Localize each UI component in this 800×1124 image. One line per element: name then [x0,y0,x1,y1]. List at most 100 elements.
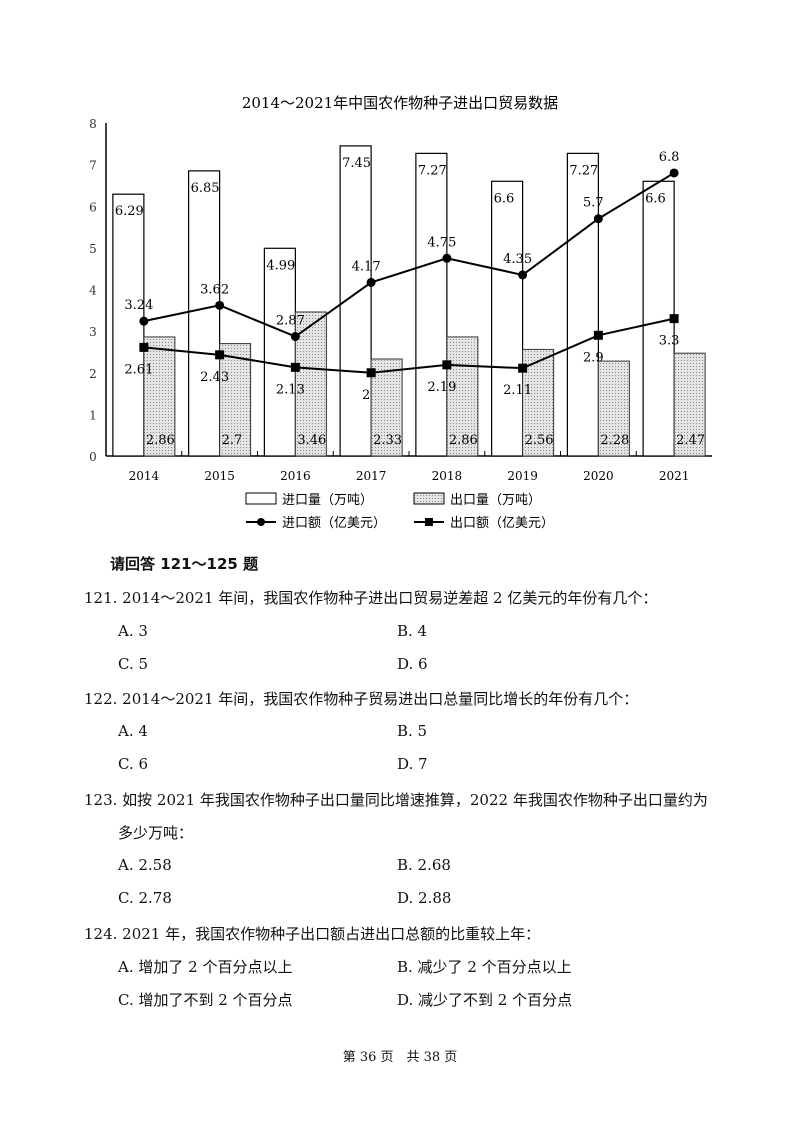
label-import-volume: 7.27 [569,163,598,178]
label-export-value: 2.61 [124,362,153,377]
legend-swatch-import-volume [245,492,277,505]
bar-import-volume [566,152,599,457]
option-122-c[interactable]: C. 6 [118,755,149,773]
point-export-value [518,363,528,373]
bar-export-volume [522,348,555,457]
label-import-value: 3.62 [200,282,229,297]
line-export-value [143,317,675,374]
x-tick-label: 2018 [432,469,463,483]
label-import-volume: 6.6 [645,191,666,206]
option-122-a[interactable]: A. 4 [118,722,148,740]
label-import-volume: 4.99 [266,258,295,273]
bar-import-volume [112,193,145,457]
x-tick-label: 2021 [659,469,690,483]
label-export-volume: 2.86 [146,433,175,448]
point-export-value [442,360,452,370]
label-export-value: 2.19 [427,380,456,395]
label-import-volume: 6.29 [115,204,144,219]
label-export-volume: 2.28 [600,433,629,448]
option-122-d[interactable]: D. 7 [397,755,428,773]
question-124: 124. 2021 年，我国农作物种子出口额占进出口总额的比重较上年： [84,925,541,943]
bar-export-volume [219,343,252,457]
option-124-c[interactable]: C. 增加了不到 2 个百分点 [118,991,293,1009]
option-124-a[interactable]: A. 增加了 2 个百分点以上 [118,958,293,976]
label-export-volume: 2.7 [222,433,243,448]
question-123: 123. 如按 2021 年我国农作物种子出口量同比增速推算，2022 年我国农… [84,791,708,809]
label-import-value: 4.17 [352,259,381,274]
point-import-value [290,332,300,342]
y-tick-label: 3 [89,325,97,339]
option-123-b[interactable]: B. 2.68 [397,856,451,874]
point-import-value [366,277,376,287]
x-tick-label: 2014 [129,469,160,483]
legend-export-value: 出口额（亿美元） [450,516,554,531]
y-tick-label: 4 [89,284,97,298]
label-import-volume: 6.6 [494,191,515,206]
option-121-b[interactable]: B. 4 [397,622,428,640]
question-122: 122. 2014～2021 年间，我国农作物种子贸易进出口总量同比增长的年份有… [84,690,639,708]
x-tick-label: 2016 [280,469,311,483]
point-export-value [215,350,225,360]
legend-export-volume: 出口量（万吨） [450,493,541,508]
y-tick-label: 2 [89,367,97,381]
trade-chart: 2014～2021年中国农作物种子进出口贸易数据 0 1 2 3 4 5 6 7 8 2014 20… [89,94,712,531]
bar-export-volume [294,311,327,457]
label-import-value: 2.87 [276,314,305,329]
label-export-volume: 2.47 [676,433,705,448]
y-tick-label: 8 [89,117,97,131]
label-import-value: 5.7 [583,196,604,211]
option-123-c[interactable]: C. 2.78 [118,889,172,907]
legend: 进口量（万吨） 出口量（万吨） 进口额（亿美元） 出口额（亿美元） [245,492,554,531]
x-tick-label: 2017 [356,469,387,483]
label-export-value: 2.11 [503,383,532,398]
label-import-volume: 7.45 [342,156,371,171]
point-export-value [593,330,603,340]
x-tick-label: 2020 [583,469,614,483]
option-123-d[interactable]: D. 2.88 [397,889,452,907]
line-import-value [143,172,675,338]
point-import-value [139,316,149,326]
option-123-a[interactable]: A. 2.58 [118,856,172,874]
label-import-value: 4.35 [503,252,532,267]
legend-marker-square [425,518,433,526]
legend-swatch-export-volume [413,492,445,505]
label-export-volume: 2.33 [373,433,402,448]
chart-title: 2014～2021年中国农作物种子进出口贸易数据 [242,94,558,112]
bar-import-volume [491,180,524,457]
bar-export-volume [143,336,176,457]
bar-export-volume [446,336,479,457]
point-export-value [139,342,149,352]
label-import-value: 4.75 [427,235,456,250]
bar-export-volume [673,352,706,457]
question-123-continued: 多少万吨： [118,824,194,842]
point-import-value [593,214,603,224]
point-import-value [215,300,225,310]
y-tick-label: 5 [89,242,97,256]
label-export-value: 3.3 [659,334,680,349]
legend-import-volume: 进口量（万吨） [282,493,373,508]
option-122-b[interactable]: B. 5 [397,722,428,740]
label-export-value: 2 [362,388,370,403]
bar-import-volume [415,152,448,457]
y-tick-label: 6 [89,200,97,214]
label-export-volume: 3.46 [297,433,326,448]
label-export-value: 2.43 [200,370,229,385]
option-121-d[interactable]: D. 6 [397,655,428,673]
label-import-volume: 7.27 [418,163,447,178]
option-124-d[interactable]: D. 减少了不到 2 个百分点 [397,991,573,1009]
option-121-c[interactable]: C. 5 [118,655,149,673]
y-tick-label: 0 [89,450,97,464]
bar-import-volume [188,170,221,457]
legend-marker-circle [257,518,265,526]
bar-export-volume [597,360,630,457]
option-121-a[interactable]: A. 3 [118,622,148,640]
label-export-volume: 2.86 [449,433,478,448]
point-export-value [669,314,679,324]
bar-export-volume [370,358,403,457]
point-import-value [442,253,452,263]
page-footer: 第 36 页 共 38 页 [342,1050,458,1065]
option-124-b[interactable]: B. 减少了 2 个百分点以上 [397,958,572,976]
label-import-volume: 6.85 [191,181,220,196]
label-export-value: 2.9 [583,350,604,365]
bar-import-volume [263,247,296,457]
